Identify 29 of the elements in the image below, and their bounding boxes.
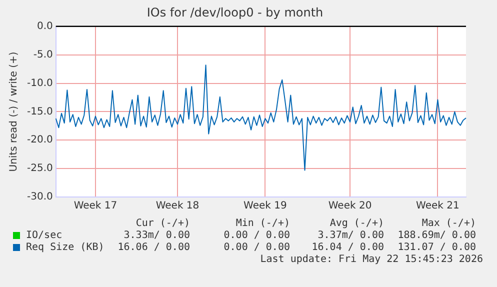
y-tick-label: -15.0: [27, 106, 53, 118]
text: Max (-/+): [422, 218, 476, 229]
x-tick-label: Week 19: [244, 200, 287, 212]
text: Cur (-/+): [136, 218, 190, 229]
text: Last update: Fri May 22 15:45:23 2026: [260, 254, 483, 265]
chart-title: IOs for /dev/loop0 - by month: [146, 5, 324, 20]
y-tick-label: -10.0: [27, 78, 53, 89]
y-tick-label: -5.0: [33, 49, 53, 60]
x-tick-label: Week 20: [328, 200, 372, 212]
text: 188.69m/ 0.00: [398, 230, 476, 241]
legend-label: Req Size (KB): [26, 242, 104, 253]
x-tick-label: Week 21: [416, 200, 460, 212]
y-tick-label: 0.0: [36, 20, 53, 32]
text: 0.00 / 0.00: [224, 242, 290, 253]
y-tick-label: -20.0: [27, 134, 53, 146]
text: Min (-/+): [236, 218, 290, 229]
y-tick-label: -30.0: [27, 192, 53, 203]
x-tick-label: Week 18: [156, 200, 200, 212]
text: 16.06 / 0.00: [118, 242, 190, 253]
legend-label: IO/sec: [26, 230, 62, 241]
text: 3.37m/ 0.00: [318, 230, 384, 241]
x-tick-label: Week 17: [74, 200, 118, 212]
y-tick-label: -25.0: [27, 163, 53, 174]
text: 16.04 / 0.00: [312, 242, 384, 253]
text: Avg (-/+): [330, 218, 384, 229]
text: 0.00 / 0.00: [224, 230, 290, 241]
text: 131.07 / 0.00: [398, 242, 476, 253]
text: 3.33m/ 0.00: [124, 230, 190, 241]
y-axis-title: Units read (-) / write (+): [8, 52, 20, 172]
